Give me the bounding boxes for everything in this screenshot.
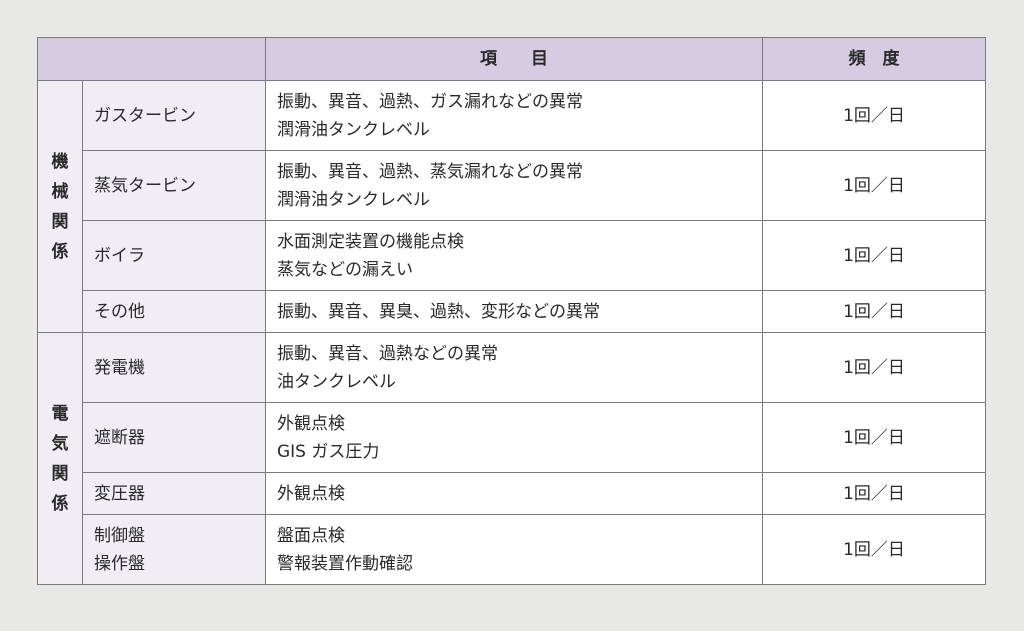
frequency-cell: 1回／日 bbox=[762, 514, 986, 585]
equipment-cell-text: ボイラ bbox=[94, 245, 145, 266]
item-cell-text: 外観点検 bbox=[277, 483, 345, 504]
item-cell-text: 警報装置作動確認 bbox=[277, 553, 413, 574]
equipment-cell: その他 bbox=[82, 290, 266, 333]
item-cell: 振動、異音、過熱、蒸気漏れなどの異常 潤滑油タンクレベル bbox=[265, 150, 763, 221]
equipment-cell: 制御盤 操作盤 bbox=[82, 514, 266, 585]
item-cell-text: 油タンクレベル bbox=[277, 371, 396, 392]
item-cell: 外観点検 bbox=[265, 472, 763, 515]
header-row: 項 目 頻 度 bbox=[37, 37, 986, 81]
equipment-cell-text: ガスタービン bbox=[94, 105, 196, 126]
equipment-cell: ボイラ bbox=[82, 220, 266, 291]
category-label: 電気関係 bbox=[51, 403, 69, 514]
equipment-cell-text: 変圧器 bbox=[94, 483, 145, 504]
equipment-cell: 変圧器 bbox=[82, 472, 266, 515]
item-cell-text: 蒸気などの漏えい bbox=[277, 259, 413, 280]
item-cell: 振動、異音、異臭、過熱、変形などの異常 bbox=[265, 290, 763, 333]
category-label: 機械関係 bbox=[51, 151, 69, 262]
item-cell-text: GIS ガス圧力 bbox=[277, 441, 380, 462]
equipment-cell-text: その他 bbox=[94, 301, 145, 322]
frequency-cell: 1回／日 bbox=[762, 290, 986, 333]
frequency-cell: 1回／日 bbox=[762, 402, 986, 473]
table-row: その他 振動、異音、異臭、過熱、変形などの異常 1回／日 bbox=[38, 290, 986, 333]
equipment-cell: 発電機 bbox=[82, 332, 266, 403]
item-cell: 水面測定装置の機能点検 蒸気などの漏えい bbox=[265, 220, 763, 291]
frequency-cell: 1回／日 bbox=[762, 150, 986, 221]
frequency-cell: 1回／日 bbox=[762, 472, 986, 515]
item-cell: 振動、異音、過熱、ガス漏れなどの異常 潤滑油タンクレベル bbox=[265, 80, 763, 151]
table-row: 遮断器 外観点検 GIS ガス圧力 1回／日 bbox=[38, 402, 986, 473]
item-cell-text: 潤滑油タンクレベル bbox=[277, 119, 430, 140]
equipment-cell-text: 遮断器 bbox=[94, 427, 145, 448]
frequency-cell: 1回／日 bbox=[762, 80, 986, 151]
item-cell-text: 潤滑油タンクレベル bbox=[277, 189, 430, 210]
equipment-cell: 遮断器 bbox=[82, 402, 266, 473]
item-cell-text: 振動、異音、過熱、蒸気漏れなどの異常 bbox=[277, 161, 583, 182]
equipment-cell-text: 操作盤 bbox=[94, 553, 145, 574]
item-cell: 振動、異音、過熱などの異常 油タンクレベル bbox=[265, 332, 763, 403]
equipment-cell: 蒸気タービン bbox=[82, 150, 266, 221]
item-cell: 盤面点検警報装置作動確認 bbox=[265, 514, 763, 585]
equipment-cell-text: 発電機 bbox=[94, 357, 145, 378]
table-row: 電気関係 発電機 振動、異音、過熱などの異常 油タンクレベル 1回／日 bbox=[37, 332, 986, 585]
item-cell-text: 振動、異音、過熱、ガス漏れなどの異常 bbox=[277, 91, 583, 112]
header-item: 項 目 bbox=[265, 37, 763, 81]
frequency-cell: 1回／日 bbox=[762, 220, 986, 291]
equipment-cell-text: 制御盤 bbox=[94, 525, 145, 546]
equipment-cell: ガスタービン bbox=[82, 80, 266, 151]
table-row: 変圧器 外観点検 1回／日 bbox=[38, 472, 986, 515]
table-row: 機械関係 ガスタービン 振動、異音、過熱、ガス漏れなどの異常 潤滑油タンクレベル 1回／… bbox=[37, 80, 986, 333]
item-cell-text: 外観点検 bbox=[277, 413, 345, 434]
item-cell-text: 水面測定装置の機能点検 bbox=[277, 231, 464, 252]
header-frequency: 頻 度 bbox=[762, 37, 986, 81]
table-row: 制御盤 操作盤 盤面点検 警報装置作動確認 1回／日 bbox=[38, 514, 986, 585]
table-row: 蒸気タービン 振動、異音、過熱、蒸気漏れなどの異常 潤滑油タンクレベル 1回／日 bbox=[38, 150, 986, 221]
equipment-cell-text: 蒸気タービン bbox=[94, 175, 196, 196]
inspection-table: 項 目 頻 度 機械関係 ガスタービン 振動、異音、過熱、ガス漏れなどの異常 潤滑油タ… bbox=[37, 37, 986, 585]
category-cell: 機械関係 bbox=[37, 80, 83, 333]
frequency-cell: 1回／日 bbox=[762, 332, 986, 403]
item-cell: 外観点検 GIS ガス圧力 bbox=[265, 402, 763, 473]
category-cell: 電気関係 bbox=[37, 332, 83, 585]
header-blank bbox=[37, 37, 266, 81]
item-cell-text: 振動、異音、過熱などの異常 bbox=[277, 343, 498, 364]
item-cell-text: 振動、異音、異臭、過熱、変形などの異常 bbox=[277, 301, 600, 322]
table-row: ボイラ 水面測定装置の機能点検 蒸気などの漏えい 1回／日 bbox=[38, 220, 986, 291]
item-cell-text: 盤面点検 bbox=[277, 525, 345, 546]
